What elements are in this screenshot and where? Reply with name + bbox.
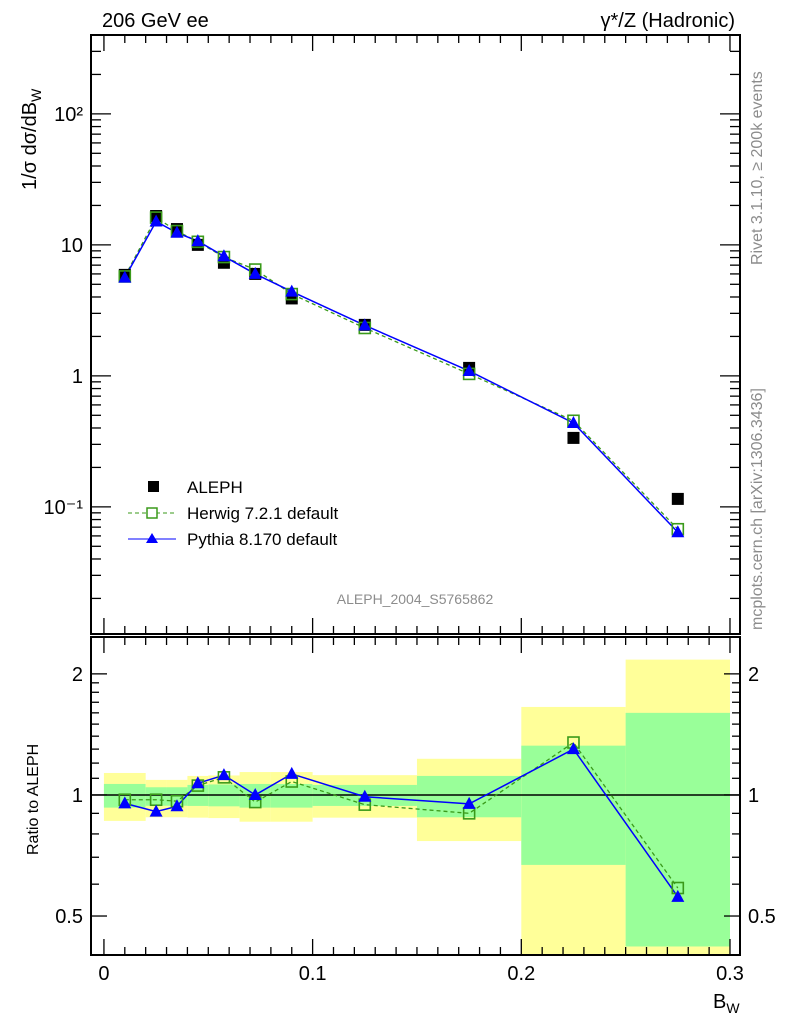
pythia-ratio-point [118, 796, 132, 809]
legend-pythia-label: Pythia 8.170 default [187, 530, 338, 549]
main-y-tick-label: 10 [61, 235, 83, 257]
pythia-ratio-point [358, 789, 372, 802]
ratio-y-tick-label-left: 0.5 [55, 906, 83, 928]
pythia-point [358, 318, 372, 331]
pythia-ratio-point [217, 768, 231, 781]
ratio-frame [90, 636, 741, 956]
pythia-point [217, 249, 231, 262]
legend: ALEPH Herwig 7.2.1 default Pythia 8.170 … [128, 478, 338, 549]
pythia-point [671, 525, 685, 538]
aleph-point [567, 431, 580, 444]
ratio-panel [91, 659, 740, 955]
mcplots-info: mcplots.cern.ch [arXiv:1306.3436] [749, 388, 766, 630]
pythia-ratio-point [191, 776, 205, 789]
x-tick-label: 0.1 [299, 963, 327, 985]
legend-aleph-marker [148, 481, 159, 492]
main-y-tick-label: 10² [54, 104, 83, 126]
pythia-point [566, 415, 580, 428]
rivet-info: Rivet 3.1.10, ≥ 200k events [749, 71, 766, 265]
ratio-y-tick-label-right: 2 [748, 664, 759, 686]
ratio-y-tick-label-left: 1 [72, 785, 83, 807]
analysis-id: ALEPH_2004_S5765862 [337, 591, 494, 607]
pythia-point [285, 284, 299, 297]
ratio-band-stat [270, 783, 313, 808]
pythia-point [462, 363, 476, 376]
x-axis-label: BW [713, 991, 740, 1016]
pythia-point [191, 234, 205, 247]
ratio-y-tick-label-right: 1 [748, 785, 759, 807]
main-y-tick-label: 1 [72, 366, 83, 388]
x-tick-label: 0 [98, 963, 109, 985]
pythia-point [118, 270, 132, 283]
pythia-ratio-point [149, 804, 163, 817]
main-y-axis-label: 1/σ dσ/dBW [19, 88, 44, 190]
ratio-band-stat [145, 787, 167, 806]
header-left: 206 GeV ee [102, 10, 209, 32]
main-frame [90, 34, 741, 635]
legend-pythia-marker [146, 533, 158, 543]
ratio-band-stat [103, 783, 146, 808]
x-tick-label: 0.2 [507, 963, 535, 985]
pythia-ratio-point [566, 742, 580, 755]
herwig-ratio-line [124, 741, 679, 889]
ratio-y-axis-label: Ratio to ALEPH [25, 744, 42, 855]
pythia-point [170, 225, 184, 238]
ratio-band-stat [416, 775, 522, 818]
pythia-ratio-point [671, 889, 685, 902]
pythia-point [248, 266, 262, 279]
pythia-ratio-point [170, 799, 184, 812]
ratio-y-tick-label-left: 2 [72, 664, 83, 686]
x-tick-label: 0.3 [716, 963, 744, 985]
pythia-ratio-point [248, 787, 262, 800]
legend-aleph-label: ALEPH [187, 478, 243, 497]
axes: 0 0.1 0.2 0.3 10⁻¹ 1 10 10² 0.5 0.5 1 1 2 2 [44, 34, 776, 985]
aleph-point [671, 492, 684, 505]
data-marks [118, 210, 685, 902]
legend-herwig-label: Herwig 7.2.1 default [187, 504, 338, 523]
ratio-band-stat [625, 712, 730, 947]
pythia-point [149, 214, 163, 227]
pythia-ratio-point [462, 796, 476, 809]
ratio-band-stat [521, 745, 626, 865]
main-y-tick-label: 10⁻¹ [44, 497, 84, 519]
pythia-ratio-point [285, 766, 299, 779]
ratio-y-tick-label-right: 0.5 [748, 906, 776, 928]
header-right: γ*/Z (Hadronic) [601, 10, 735, 32]
legend-herwig-marker [146, 507, 158, 519]
